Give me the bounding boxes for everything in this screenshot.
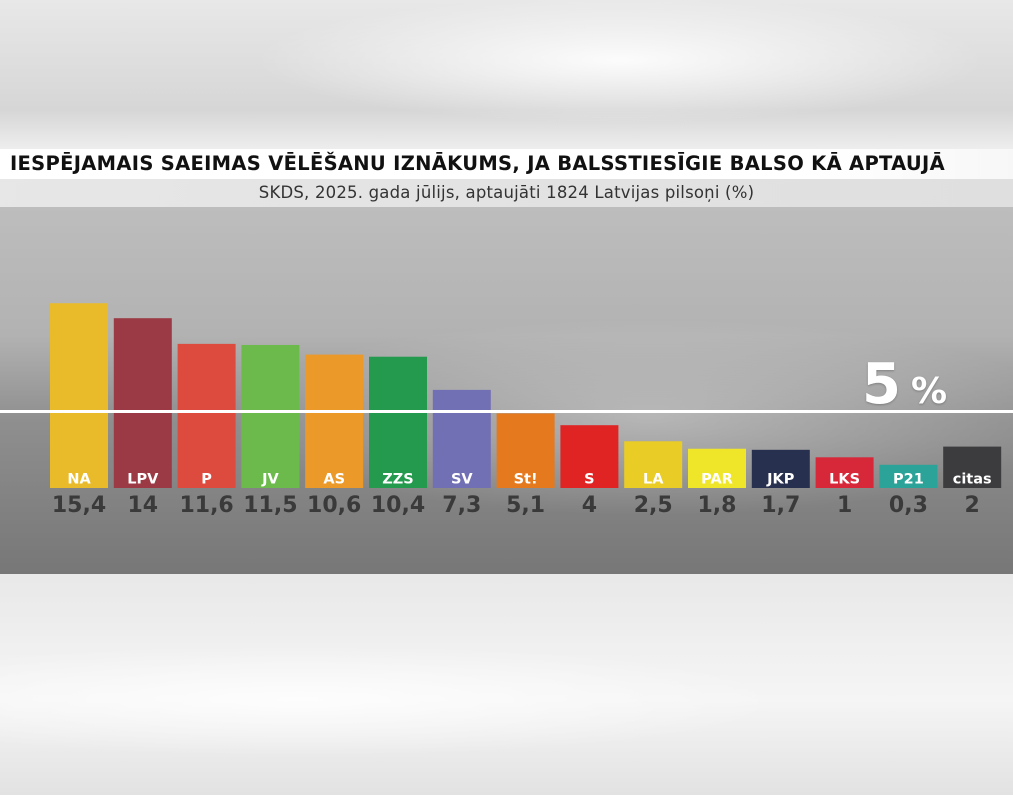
threshold-value: 5 xyxy=(862,352,901,417)
chart-title: IESPĒJAMAIS SAEIMAS VĒLĒŠANU IZNĀKUMS, J… xyxy=(10,152,945,175)
category-label: S xyxy=(584,472,594,488)
category-label: AS xyxy=(323,472,345,488)
category-label: St! xyxy=(514,472,538,488)
value-label: 1,7 xyxy=(761,493,800,518)
bar-tab-st xyxy=(496,468,555,488)
bar-tab-lpv xyxy=(113,468,172,488)
bar-tab-la xyxy=(624,468,683,488)
bar-tab-lks xyxy=(815,468,874,488)
value-label: 11,6 xyxy=(179,493,233,518)
category-label: P21 xyxy=(893,472,924,488)
category-label: JV xyxy=(261,472,279,488)
bar-st xyxy=(496,413,555,468)
bar-lks xyxy=(815,457,874,468)
category-label: JKP xyxy=(766,472,795,488)
bar-tab-zzs xyxy=(369,468,427,488)
category-label: ZZS xyxy=(382,472,413,488)
bar-jkp xyxy=(751,449,810,468)
bar-tab-as xyxy=(305,468,364,488)
bar-par xyxy=(688,448,746,468)
category-label: LA xyxy=(643,472,664,488)
bar-tab-p xyxy=(177,468,236,488)
value-label: 11,5 xyxy=(243,493,297,518)
threshold-label: 5% xyxy=(862,352,947,418)
value-label: 2 xyxy=(965,493,980,518)
value-label: 2,5 xyxy=(634,493,673,518)
category-label: P xyxy=(201,472,212,488)
threshold-line xyxy=(0,410,1013,413)
category-label: SV xyxy=(451,472,473,488)
value-label: 15,4 xyxy=(52,493,106,518)
category-label: LPV xyxy=(127,472,159,488)
bar-tab-citas xyxy=(943,468,1002,488)
bar-tab-jv xyxy=(241,468,300,488)
bar-la xyxy=(624,441,683,468)
threshold-unit: % xyxy=(910,371,948,412)
bar-lpv xyxy=(113,318,172,468)
title-bar xyxy=(0,149,1013,179)
value-label: 7,3 xyxy=(442,493,481,518)
bar-citas xyxy=(943,446,1002,468)
chart-subtitle: SKDS, 2025. gada jūlijs, aptaujāti 1824 … xyxy=(258,183,755,202)
bar-na xyxy=(50,303,108,468)
value-label: 5,1 xyxy=(506,493,545,518)
bar-p xyxy=(177,343,236,468)
bar-tab-sv xyxy=(432,468,491,488)
bar-tab-p21 xyxy=(879,468,938,488)
value-label: 0,3 xyxy=(889,493,928,518)
category-label: LKS xyxy=(829,472,860,488)
bar-tab-jkp xyxy=(751,468,810,488)
category-label: NA xyxy=(67,472,91,488)
value-label: 1 xyxy=(837,493,852,518)
category-label: citas xyxy=(953,472,992,488)
value-label: 4 xyxy=(582,493,597,518)
bar-tab-s xyxy=(560,468,619,488)
value-label: 10,6 xyxy=(307,493,361,518)
value-label: 10,4 xyxy=(371,493,425,518)
bar-jv xyxy=(241,344,300,468)
category-label: PAR xyxy=(701,472,733,488)
bar-p21 xyxy=(879,464,938,468)
value-label: 14 xyxy=(127,493,158,518)
bar-sv xyxy=(432,389,491,468)
bar-tab-na xyxy=(50,468,108,488)
bar-s xyxy=(560,425,619,468)
subtitle-bar xyxy=(0,179,1013,207)
bar-tab-par xyxy=(688,468,746,488)
value-label: 1,8 xyxy=(698,493,737,518)
